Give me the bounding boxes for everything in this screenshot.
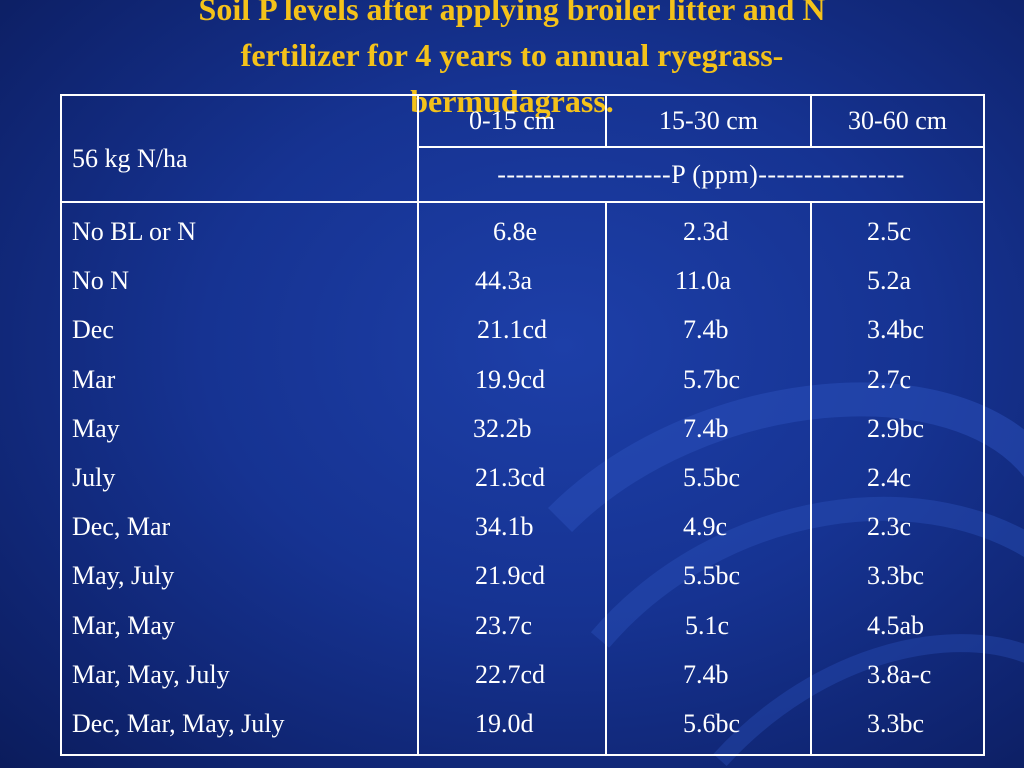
treatment-label: Dec, Mar [72,512,171,542]
row-header-cell: 56 kg N/ha [60,94,419,203]
p-value-cell: 6.8e [493,217,538,246]
p-value-cell: 3.3bc [867,561,925,591]
p-value-cell: 5.5bc [683,462,741,492]
treatment-label: May [72,413,120,443]
p-value-cell: 2.9bc [867,413,925,443]
table-body-row: No BL or N No N Dec Mar May July Dec, Ma… [60,200,985,757]
p-value-cell: 32.2b [473,413,532,443]
p-value-cell: 21.3cd [475,462,546,492]
column-header-15-30: 15-30 cm [605,94,812,148]
p-value-cell: 3.8a-c [867,659,932,689]
p-value-cell: 5.1c [685,610,730,640]
slide-title-line: fertilizer for 4 years to annual ryegras… [240,37,784,73]
p-value-cell: 5.5bc [683,561,741,591]
p-value-cell: 2.4c [867,462,912,492]
slide-title-line: Soil P levels after applying broiler lit… [198,0,826,27]
treatment-label: July [72,462,116,492]
p-value-cell: 5.2a [867,266,912,296]
soil-p-table: 56 kg N/ha 0-15 cm 15-30 cm 30-60 cm ---… [60,94,985,757]
table-header-row: 56 kg N/ha 0-15 cm 15-30 cm 30-60 cm [60,94,985,203]
unit-header: -------------------P (ppm)--------------… [417,146,985,203]
p-value-cell: 21.1cd [477,315,548,345]
p-value-cell: 7.4b [683,413,729,443]
depth-0-15-column: 6.8e 44.3a 21.1cd 19.9cd 32.2b 21.3cd 34… [417,200,607,757]
treatment-label: No BL or N [72,217,196,246]
p-value-cell: 7.4b [683,315,729,345]
p-value-cell: 3.4bc [867,315,925,345]
table-unit-row: -------------------P (ppm)--------------… [61,146,985,203]
p-value-cell: 5.6bc [683,708,741,738]
p-value-cell: 44.3a [475,266,533,296]
treatment-label: Mar, May [72,610,175,640]
treatment-label: Dec, Mar, May, July [72,708,285,738]
p-value-cell: 23.7c [475,610,533,640]
p-value-cell: 2.3c [867,512,912,542]
p-value-cell: 4.5ab [867,610,925,640]
treatment-label: May, July [72,561,175,591]
p-value-cell: 21.9cd [475,561,546,591]
p-value-cell: 3.3bc [867,708,925,738]
column-header-30-60: 30-60 cm [810,94,985,148]
p-value-cell: 22.7cd [475,659,546,689]
depth-30-60-column: 2.5c 5.2a 3.4bc 2.7c 2.9bc 2.4c 2.3c 3.3… [810,200,985,757]
treatment-label: Mar, May, July [72,659,230,689]
column-header-0-15: 0-15 cm [417,94,607,148]
p-value-cell: 4.9c [683,512,728,542]
treatment-label: Mar [72,364,116,394]
p-value-cell: 5.7bc [683,364,741,394]
treatment-label: Dec [72,315,114,345]
p-value-cell: 7.4b [683,659,729,689]
slide-title: Soil P levels after applying broiler lit… [0,0,1024,124]
p-value-cell: 19.0d [475,708,534,738]
treatment-column: No BL or N No N Dec Mar May July Dec, Ma… [60,200,419,757]
p-value-cell: 19.9cd [475,364,546,394]
p-value-cell: 34.1b [475,512,534,542]
p-value-cell: 2.3d [683,217,729,246]
treatment-label: No N [72,266,130,296]
depth-15-30-column: 2.3d 11.0a 7.4b 5.7bc 7.4b 5.5bc 4.9c 5.… [605,200,812,757]
p-value-cell: 11.0a [675,266,732,296]
p-value-cell: 2.5c [867,217,912,246]
p-value-cell: 2.7c [867,364,912,394]
